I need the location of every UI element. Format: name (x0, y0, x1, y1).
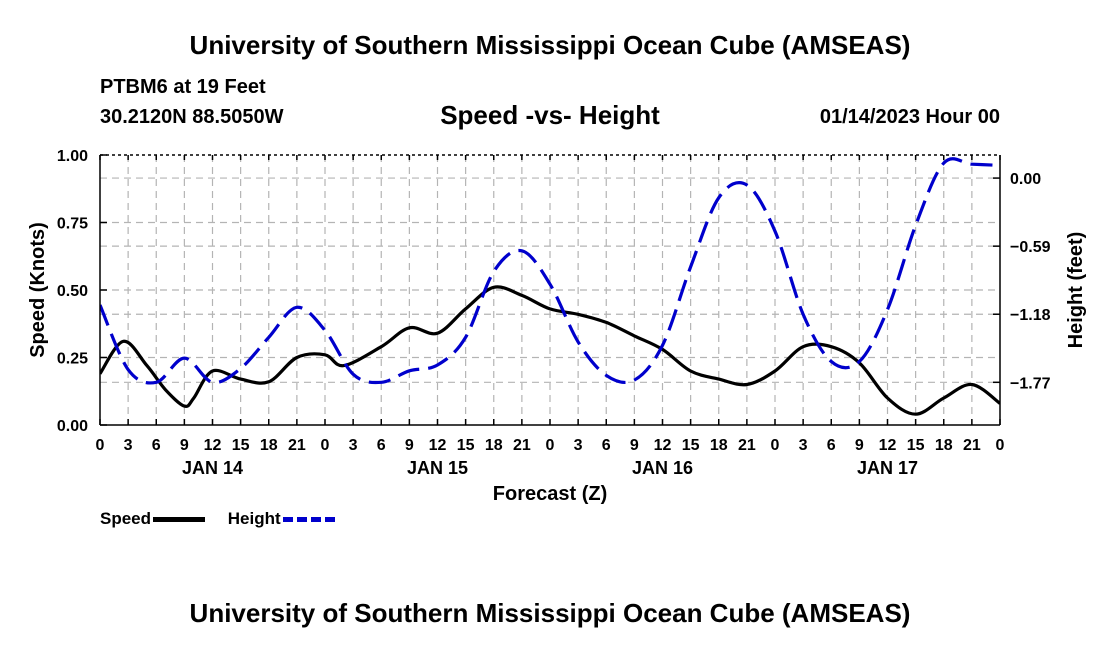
x-tick-label: 6 (377, 437, 386, 454)
x-tick-label: 12 (879, 437, 897, 454)
x-tick-label: 12 (654, 437, 672, 454)
x-tick-label: 9 (855, 437, 864, 454)
series-layer (100, 157, 1000, 416)
legend-speed-label: Speed (100, 509, 152, 528)
y-left-tick-label: 0.50 (57, 283, 88, 300)
y-left-tick-label: 1.00 (57, 148, 88, 165)
x-tick-label: 15 (457, 437, 475, 454)
x-tick-label: 21 (288, 437, 306, 454)
x-tick-label: 3 (349, 437, 358, 454)
y-axis-left-label: Speed (Knots) (27, 222, 49, 358)
date-label: JAN 14 (182, 458, 243, 478)
x-tick-label: 3 (574, 437, 583, 454)
legend-height-label: Height (227, 509, 281, 528)
legend-height-swatch (282, 517, 335, 523)
x-tick-label: 0 (996, 437, 1005, 454)
date-label: JAN 16 (632, 458, 693, 478)
x-tick-label: 9 (405, 437, 414, 454)
x-tick-label: 0 (771, 437, 780, 454)
y-right-tick-label: −0.59 (1010, 239, 1051, 256)
y-left-tick-label: 0.25 (57, 351, 88, 368)
x-tick-label: 3 (799, 437, 808, 454)
x-tick-label: 18 (260, 437, 278, 454)
x-tick-label: 12 (429, 437, 447, 454)
x-tick-label: 15 (682, 437, 700, 454)
x-tick-label: 21 (513, 437, 531, 454)
x-tick-label: 18 (710, 437, 728, 454)
legend: Speed Height (100, 509, 353, 529)
date-label: JAN 15 (407, 458, 468, 478)
x-tick-label: 21 (963, 437, 981, 454)
x-tick-label: 9 (180, 437, 189, 454)
y-left-tick-label: 0.75 (57, 216, 88, 233)
chart-subtitle: Speed -vs- Height (440, 100, 660, 130)
x-tick-label: 21 (738, 437, 756, 454)
y-right-tick-label: −1.18 (1010, 307, 1051, 324)
x-tick-label: 6 (152, 437, 161, 454)
page-title: University of Southern Mississippi Ocean… (189, 30, 911, 60)
y-axis-right-label: Height (feet) (1065, 232, 1087, 349)
x-tick-label: 18 (935, 437, 953, 454)
y-right-tick-label: 0.00 (1010, 171, 1041, 188)
x-tick-label: 0 (96, 437, 105, 454)
x-tick-label: 15 (232, 437, 250, 454)
x-tick-label: 9 (630, 437, 639, 454)
x-tick-label: 12 (204, 437, 222, 454)
grid-layer (100, 155, 1000, 425)
x-tick-label: 6 (602, 437, 611, 454)
x-tick-label: 0 (546, 437, 555, 454)
forecast-datestamp: 01/14/2023 Hour 00 (819, 106, 1000, 128)
x-axis-label: Forecast (Z) (493, 483, 607, 505)
footer-title: University of Southern Mississippi Ocean… (189, 598, 911, 628)
station-label: PTBM6 at 19 Feet (100, 76, 266, 98)
y-left-tick-label: 0.00 (57, 418, 88, 435)
station-coordinates: 30.2120N 88.5050W (100, 106, 284, 128)
x-tick-label: 0 (321, 437, 330, 454)
y-right-tick-label: −1.77 (1010, 375, 1051, 392)
legend-speed-swatch (153, 517, 206, 523)
legend-height: Height (228, 509, 335, 529)
x-tick-label: 18 (485, 437, 503, 454)
date-label: JAN 17 (857, 458, 918, 478)
axis-layer: 0 3 6 9 12 15 18 21 0 3 6 9 12 15 18 21 0 3 6 9 12 15 18 21 0 3 6 9… (57, 148, 1051, 478)
series-height-line (100, 157, 1000, 385)
x-tick-label: 15 (907, 437, 925, 454)
x-tick-label: 6 (827, 437, 836, 454)
legend-speed: Speed (100, 509, 206, 529)
x-tick-label: 3 (124, 437, 133, 454)
